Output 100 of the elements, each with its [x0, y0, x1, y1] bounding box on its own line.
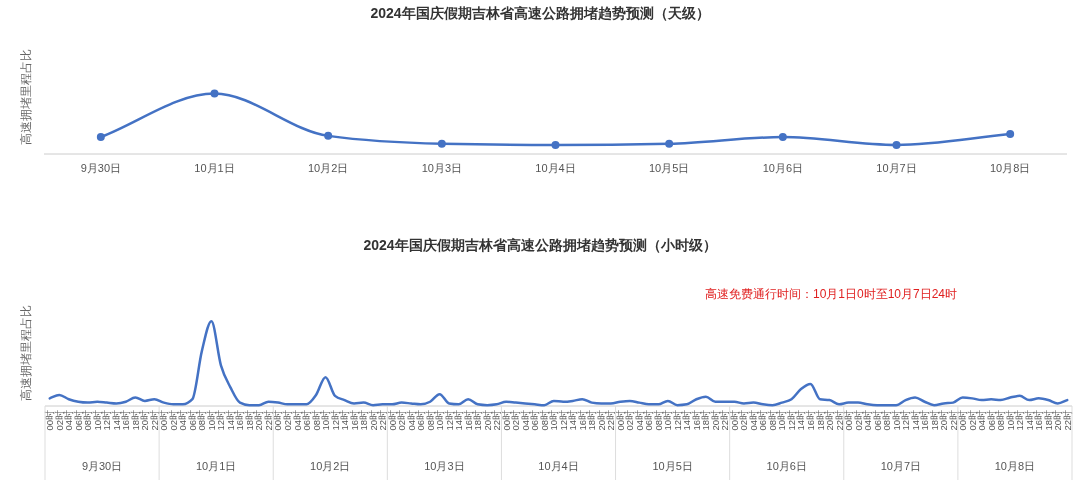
x-tick-label: 10时: [91, 410, 103, 431]
x-tick-label: 22时: [833, 410, 845, 431]
x-tick-label: 02时: [624, 410, 636, 431]
x-tick-label: 12时: [215, 410, 227, 431]
x-tick-label: 00时: [272, 410, 284, 431]
x-tick-label: 02时: [966, 410, 978, 431]
x-tick-label: 10时: [548, 410, 560, 431]
x-tick-label: 00时: [386, 410, 398, 431]
x-tick-label: 06时: [529, 410, 541, 431]
x-tick-label: 22时: [491, 410, 503, 431]
x-tick-label: 16时: [690, 410, 702, 431]
title: 2024年国庆假期吉林省高速公路拥堵趋势预测（天级）: [370, 5, 710, 21]
x-tick-label: 22时: [1061, 410, 1073, 431]
x-tick-label: 10时: [1004, 410, 1016, 431]
x-tick-label: 14时: [795, 410, 807, 431]
x-tick-label: 06时: [186, 410, 198, 431]
x-tick-label: 12时: [557, 410, 569, 431]
x-tick-label: 14时: [681, 410, 693, 431]
x-tick-label: 04时: [747, 410, 759, 431]
x-tick-label: 10月1日: [194, 162, 235, 174]
x-tick-label: 18时: [1042, 410, 1054, 431]
x-tick-label: 18时: [358, 410, 370, 431]
group-label: 10月2日: [310, 460, 351, 472]
group-label: 9月30日: [81, 460, 123, 472]
x-tick-label: 04时: [633, 410, 645, 431]
group-label: 10月3日: [424, 460, 465, 472]
x-tick-label: 12时: [1014, 410, 1026, 431]
x-tick-label: 06时: [985, 410, 997, 431]
x-tick-label: 00时: [44, 410, 56, 431]
x-tick-label: 10月6日: [762, 162, 803, 174]
x-tick-label: 22时: [377, 410, 389, 431]
x-tick-label: 06时: [871, 410, 883, 431]
x-tick-label: 20时: [938, 410, 950, 431]
x-tick-label: 10时: [662, 410, 674, 431]
x-tick-label: 10月4日: [535, 162, 576, 174]
x-tick-label: 02时: [738, 410, 750, 431]
x-tick-label: 04时: [177, 410, 189, 431]
x-tick-label: 20时: [824, 410, 835, 431]
x-tick-label: 20时: [367, 410, 379, 431]
x-tick-label: 06时: [301, 410, 312, 431]
x-tick-label: 20时: [139, 410, 151, 431]
x-tick-label: 16时: [120, 410, 132, 431]
x-tick-label: 04时: [291, 410, 303, 431]
x-tick-label: 14时: [339, 410, 351, 431]
x-tick-label: 22时: [605, 410, 617, 431]
x-tick-label: 18时: [472, 410, 484, 431]
annotation: 高速免费通行时间：10月1日0时至10月7日24时: [704, 287, 958, 301]
x-tick-label: 18时: [700, 410, 712, 431]
x-tick-label: 02时: [396, 410, 408, 431]
x-tick-label: 12时: [671, 410, 683, 431]
x-tick-label: 12时: [900, 410, 912, 431]
x-tick-label: 20时: [481, 410, 493, 431]
x-tick-label: 00时: [957, 410, 969, 431]
x-tick-label: 02时: [282, 410, 293, 431]
x-tick-label: 20时: [595, 410, 607, 431]
group-label: 10月1日: [196, 460, 237, 472]
ylabel: 高速拥堵里程占比: [19, 305, 33, 401]
x-tick-label: 08时: [196, 410, 208, 431]
x-tick-label: 16时: [919, 410, 931, 431]
x-tick-label: 08时: [652, 410, 664, 431]
x-tick-label: 12时: [101, 410, 113, 431]
title: 2024年国庆假期吉林省高速公路拥堵趋势预测（小时级）: [363, 237, 717, 253]
x-tick-label: 08时: [82, 410, 94, 431]
x-tick-label: 18时: [814, 410, 826, 431]
x-tick-label: 16时: [234, 410, 246, 431]
x-tick-label: 08时: [995, 410, 1007, 431]
x-tick-label: 00时: [158, 410, 170, 431]
x-tick-label: 10时: [320, 410, 331, 431]
x-tick-label: 10时: [776, 410, 788, 431]
x-tick-label: 14时: [453, 410, 465, 431]
x-tick-label: 14时: [110, 410, 122, 431]
x-tick-label: 18时: [129, 410, 141, 431]
x-tick-label: 10月3日: [421, 162, 462, 174]
x-tick-label: 22时: [719, 410, 731, 431]
x-tick-label: 08时: [424, 410, 436, 431]
x-tick-label: 14时: [1023, 410, 1035, 431]
x-tick-label: 08时: [881, 410, 893, 431]
x-tick-label: 04时: [63, 410, 75, 431]
x-tick-label: 08时: [766, 410, 778, 431]
x-tick-label: 10月5日: [649, 162, 690, 174]
x-tick-label: 18时: [243, 410, 255, 431]
x-tick-label: 9月30日: [80, 162, 121, 174]
x-tick-label: 12时: [443, 410, 455, 431]
x-tick-label: 10时: [205, 410, 217, 431]
x-tick-label: 02时: [53, 410, 65, 431]
x-tick-label: 04时: [405, 410, 417, 431]
x-tick-label: 06时: [72, 410, 84, 431]
x-tick-label: 02时: [510, 410, 522, 431]
x-tick-label: 04时: [976, 410, 988, 431]
x-tick-label: 00时: [614, 410, 626, 431]
x-tick-label: 06时: [643, 410, 655, 431]
x-tick-label: 02时: [852, 410, 864, 431]
x-tick-label: 16时: [348, 410, 360, 431]
group-label: 10月8日: [994, 460, 1036, 472]
x-tick-label: 16时: [576, 410, 588, 431]
x-tick-label: 20时: [709, 410, 721, 431]
x-tick-label: 04时: [862, 410, 874, 431]
x-tick-label: 14时: [909, 410, 921, 431]
x-tick-label: 20时: [253, 410, 265, 431]
x-tick-label: 10月8日: [990, 162, 1031, 174]
